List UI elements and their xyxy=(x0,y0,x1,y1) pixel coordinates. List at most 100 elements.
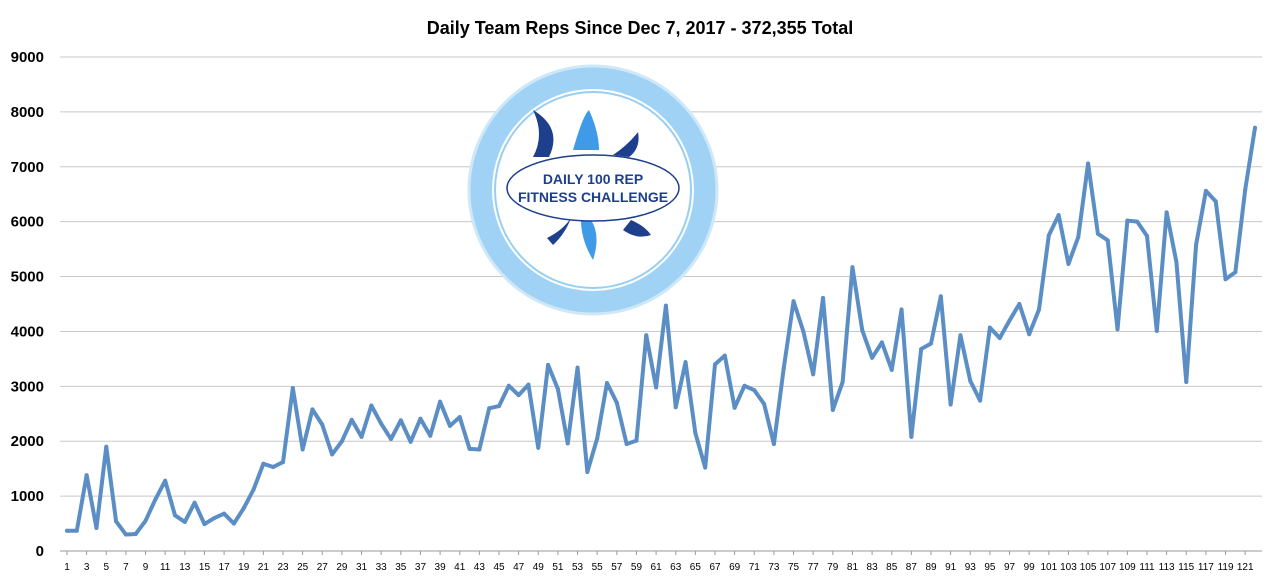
data-point xyxy=(330,452,335,457)
logo-fin-icon-left-top xyxy=(533,110,554,157)
data-point xyxy=(1105,238,1110,243)
y-tick-label: 3000 xyxy=(11,378,44,395)
data-point xyxy=(1095,231,1100,236)
data-point xyxy=(163,478,168,483)
x-tick-label: 45 xyxy=(493,562,505,573)
data-point xyxy=(555,387,560,392)
x-tick-label: 59 xyxy=(631,562,643,573)
x-tick-label: 79 xyxy=(827,562,839,573)
data-point xyxy=(1203,188,1208,193)
data-point xyxy=(938,294,943,299)
data-point xyxy=(1086,161,1091,166)
x-tick-label: 117 xyxy=(1198,562,1214,573)
data-point xyxy=(654,385,659,390)
data-point xyxy=(958,333,963,338)
x-tick-label: 83 xyxy=(867,562,879,573)
y-tick-label: 8000 xyxy=(11,104,44,121)
data-point xyxy=(634,438,639,443)
data-point xyxy=(222,511,227,516)
data-point xyxy=(536,445,541,450)
data-point xyxy=(703,465,708,470)
data-point xyxy=(595,436,600,441)
x-tick-label: 103 xyxy=(1060,562,1077,573)
x-tick-label: 47 xyxy=(513,562,525,573)
data-point xyxy=(732,405,737,410)
x-tick-label: 81 xyxy=(847,562,859,573)
data-point xyxy=(791,299,796,304)
data-point xyxy=(84,473,89,478)
data-point xyxy=(830,407,835,412)
data-point xyxy=(968,378,973,383)
x-tick-label: 91 xyxy=(945,562,957,573)
data-point xyxy=(673,405,678,410)
x-tick-label: 113 xyxy=(1159,562,1175,573)
data-point xyxy=(133,531,138,536)
data-point xyxy=(389,437,393,442)
data-point xyxy=(379,421,384,426)
logo-fin-icon-right-top xyxy=(613,132,639,157)
data-point xyxy=(1056,213,1061,218)
data-point xyxy=(477,447,482,452)
data-point xyxy=(899,307,904,312)
y-tick-label: 7000 xyxy=(11,159,44,176)
data-point xyxy=(192,500,197,505)
data-point xyxy=(487,406,492,411)
x-tick-label: 1 xyxy=(64,562,70,573)
data-point xyxy=(781,366,786,371)
data-point xyxy=(526,382,531,387)
x-tick-label: 27 xyxy=(317,562,329,573)
y-tick-label: 2000 xyxy=(11,433,44,450)
data-point xyxy=(1037,307,1041,312)
data-point xyxy=(212,516,217,521)
y-tick-label: 9000 xyxy=(11,49,44,66)
x-tick-label: 73 xyxy=(768,562,780,573)
data-point xyxy=(948,402,953,407)
data-point xyxy=(339,439,344,444)
x-tick-label: 93 xyxy=(965,562,977,573)
data-point xyxy=(722,353,727,358)
data-point xyxy=(1233,270,1238,275)
x-tick-label: 31 xyxy=(356,562,368,573)
data-point xyxy=(143,518,148,523)
data-point xyxy=(614,400,619,405)
x-tick-label: 51 xyxy=(552,562,564,573)
x-tick-label: 115 xyxy=(1178,562,1194,573)
x-tick-label: 43 xyxy=(474,562,486,573)
data-point xyxy=(516,393,521,398)
data-point xyxy=(1027,332,1032,337)
data-point xyxy=(605,381,609,386)
data-point xyxy=(497,404,501,409)
x-tick-label: 19 xyxy=(238,562,250,573)
data-point xyxy=(1194,242,1199,247)
data-point xyxy=(369,403,374,408)
x-tick-label: 71 xyxy=(749,562,761,573)
data-point xyxy=(565,441,570,446)
data-point xyxy=(771,441,776,446)
chart-title: Daily Team Reps Since Dec 7, 2017 - 372,… xyxy=(427,18,854,38)
y-tick-label: 1000 xyxy=(11,488,44,505)
data-point xyxy=(65,528,69,533)
x-tick-label: 87 xyxy=(906,562,918,573)
data-point xyxy=(909,434,914,439)
data-point xyxy=(300,447,305,452)
x-tick-label: 49 xyxy=(533,562,545,573)
data-point xyxy=(840,379,845,384)
data-point xyxy=(1164,210,1169,215)
x-tick-label: 11 xyxy=(160,562,171,573)
logo-fin-icon-center-bottom xyxy=(581,220,597,260)
data-point xyxy=(467,446,472,451)
data-point xyxy=(1007,318,1012,323)
data-point xyxy=(742,383,747,388)
data-point xyxy=(182,519,187,524)
data-point xyxy=(821,295,825,300)
data-point xyxy=(762,401,767,406)
data-point xyxy=(153,497,158,502)
x-tick-label: 99 xyxy=(1024,562,1036,573)
x-tick-label: 23 xyxy=(277,562,289,573)
data-point xyxy=(1125,218,1130,223)
data-point xyxy=(801,329,806,334)
data-point xyxy=(241,506,246,511)
data-point xyxy=(889,367,894,372)
data-point xyxy=(114,519,119,524)
data-point xyxy=(1223,277,1228,282)
